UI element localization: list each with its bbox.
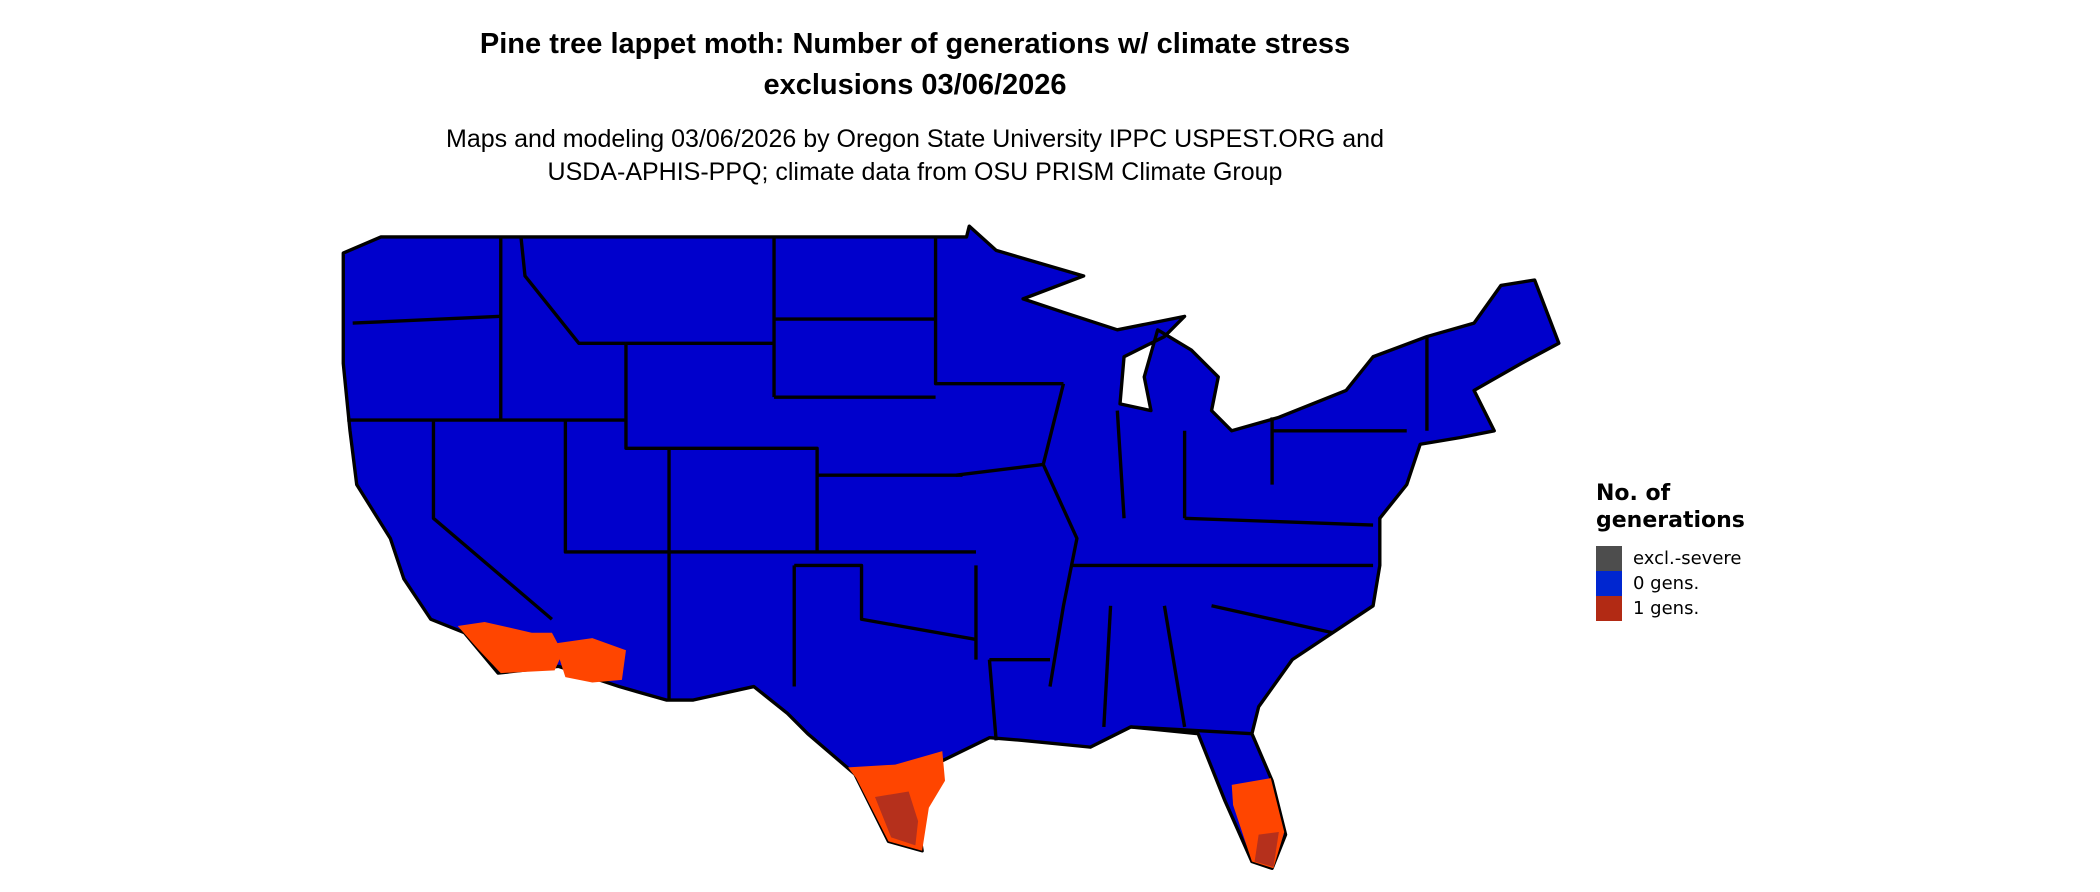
one-generation-areas [457,621,1285,869]
legend-swatch [1596,546,1622,571]
state-borders [347,236,1429,741]
one-gen-area-florida-dark [1254,831,1279,867]
subtitle-line2: USDA-APHIS-PPQ; climate data from OSU PR… [547,158,1283,186]
legend-title-line1: No. of [1596,481,1671,506]
legend-item-1-gens: 1 gens. [1596,596,1745,621]
legend-label: 1 gens. [1633,598,1700,619]
legend-swatch [1596,571,1622,596]
map-title-line1: Pine tree lappet moth: Number of generat… [479,28,1351,60]
legend: No. of generations excl.-severe 0 gens. … [1596,480,1745,621]
one-gen-area-south-texas-dark [875,791,919,846]
one-gen-area-southern-california [457,621,563,674]
legend-label: excl.-severe [1633,548,1742,569]
legend-label: 0 gens. [1633,573,1700,594]
us-outline [341,224,1561,870]
legend-item-excl-severe: excl.-severe [1596,546,1745,571]
subtitle-line1: Maps and modeling 03/06/2026 by Oregon S… [446,125,1384,153]
one-gen-area-arizona [554,638,626,683]
legend-item-0-gens: 0 gens. [1596,571,1745,596]
map-title-line2: exclusions 03/06/2026 [763,69,1067,101]
legend-swatch [1596,596,1622,621]
legend-title-line2: generations [1596,508,1745,533]
